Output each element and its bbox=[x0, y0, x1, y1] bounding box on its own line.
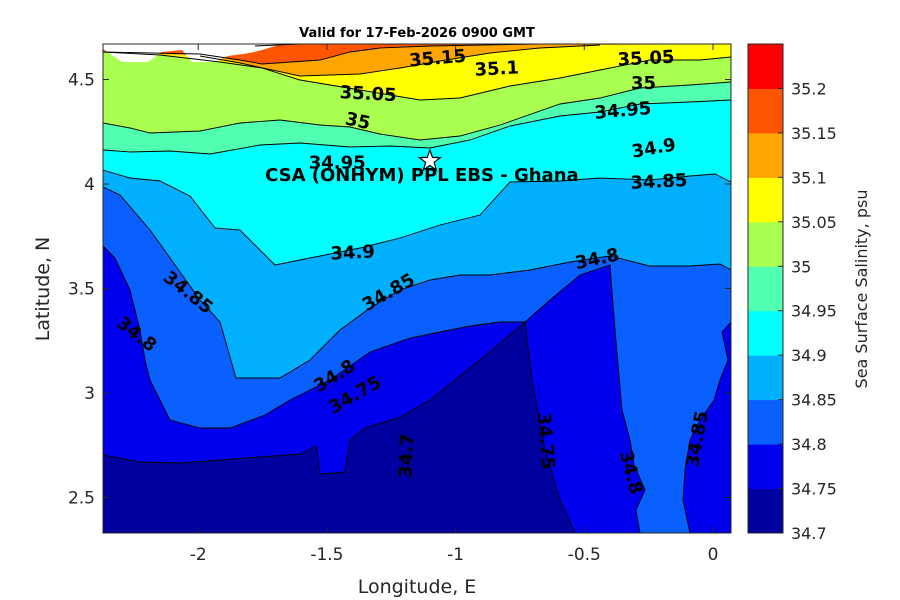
contour-fill bbox=[103, 44, 731, 533]
colorbar-tick-label: 35.2 bbox=[791, 79, 827, 98]
contour-line bbox=[103, 169, 731, 266]
colorbar-tick-label: 34.7 bbox=[791, 524, 827, 543]
colorbar-segment bbox=[748, 88, 783, 134]
contour-label: 35.15 bbox=[408, 46, 467, 72]
colorbar-ticks: 34.7 34.75 34.8 34.85 34.9 34.95 35 35.05 35.1 35… bbox=[778, 79, 837, 543]
x-tick-label: 0 bbox=[708, 545, 719, 565]
chart-title: Valid for 17-Feb-2026 0900 GMT bbox=[299, 26, 535, 41]
x-axis-label: Longitude, E bbox=[358, 576, 477, 598]
x-tick-label: -0.5 bbox=[568, 545, 601, 565]
colorbar-segment bbox=[748, 221, 783, 267]
contour-label: 35 bbox=[343, 108, 372, 134]
band-34.75b bbox=[683, 322, 731, 533]
colorbar-label: Sea Surface Salinity, psu bbox=[852, 190, 871, 389]
x-tick-label: -1.5 bbox=[310, 545, 343, 565]
site-label: CSA (ONHYM) PPL EBS - Ghana bbox=[265, 165, 579, 186]
colorbar-tick-label: 34.9 bbox=[791, 346, 827, 365]
contour-label: 34.75 bbox=[533, 412, 559, 471]
colorbar-tick-label: 34.75 bbox=[791, 480, 837, 499]
colorbar-tick-label: 34.8 bbox=[791, 435, 827, 454]
contour-line bbox=[103, 186, 731, 379]
contour-line bbox=[103, 44, 541, 65]
y-tick-label: 4 bbox=[84, 175, 95, 195]
x-axis-ticks: -2 -1.5 -1 -0.5 0 bbox=[190, 44, 719, 565]
contour-label: 34.85 bbox=[630, 170, 688, 194]
no-data-area bbox=[103, 44, 282, 62]
colorbar-segment bbox=[748, 310, 783, 356]
colorbar-tick-label: 35 bbox=[791, 257, 811, 276]
y-axis-ticks: 2.5 3 3.5 4 4.5 bbox=[68, 71, 731, 508]
x-tick-label: -2 bbox=[190, 545, 207, 565]
contour-label: 34.95 bbox=[594, 98, 653, 124]
contour-line bbox=[103, 245, 646, 533]
colorbar-tick-label: 34.85 bbox=[791, 391, 837, 410]
colorbar-tick-label: 35.1 bbox=[791, 168, 827, 187]
contour-line bbox=[103, 81, 731, 141]
colorbar-tick-label: 35.05 bbox=[791, 213, 837, 232]
colorbar-tick-label: 35.15 bbox=[791, 124, 837, 143]
contour-line bbox=[103, 321, 576, 533]
contour-line bbox=[682, 321, 731, 533]
colorbar-segment bbox=[748, 355, 783, 401]
contour-label: 35.1 bbox=[474, 57, 519, 80]
y-tick-label: 4.5 bbox=[68, 71, 95, 91]
site-marker-group: CSA (ONHYM) PPL EBS - Ghana bbox=[265, 148, 579, 186]
colorbar-segment bbox=[748, 132, 783, 178]
contour-label: 35.05 bbox=[339, 82, 397, 106]
colorbar-segment bbox=[748, 266, 783, 312]
y-tick-label: 2.5 bbox=[68, 488, 95, 508]
colorbar-frame bbox=[747, 43, 784, 534]
colorbar-segment bbox=[748, 44, 783, 89]
contour-label: 34.7 bbox=[395, 433, 418, 478]
contour-line bbox=[103, 51, 731, 101]
colorbar-segment bbox=[748, 177, 783, 223]
contour-label: 34.9 bbox=[330, 241, 375, 264]
colorbar-segment bbox=[748, 444, 783, 490]
contour-line bbox=[103, 99, 731, 155]
contour-label: 34.95 bbox=[309, 153, 366, 174]
y-tick-label: 3.5 bbox=[68, 280, 95, 300]
x-tick-label: -1 bbox=[447, 545, 464, 565]
contour-label: 35.05 bbox=[617, 47, 675, 71]
colorbar-segment bbox=[748, 488, 783, 534]
contour-label: 35 bbox=[631, 73, 656, 94]
colorbar bbox=[748, 44, 783, 534]
contour-lines bbox=[103, 44, 731, 533]
y-tick-label: 3 bbox=[84, 384, 95, 404]
y-axis-label: Latitude, N bbox=[32, 237, 54, 342]
star-icon bbox=[417, 148, 442, 172]
colorbar-tick-label: 34.95 bbox=[791, 302, 837, 321]
colorbar-segment bbox=[748, 399, 783, 445]
band-34.7 bbox=[103, 322, 575, 533]
